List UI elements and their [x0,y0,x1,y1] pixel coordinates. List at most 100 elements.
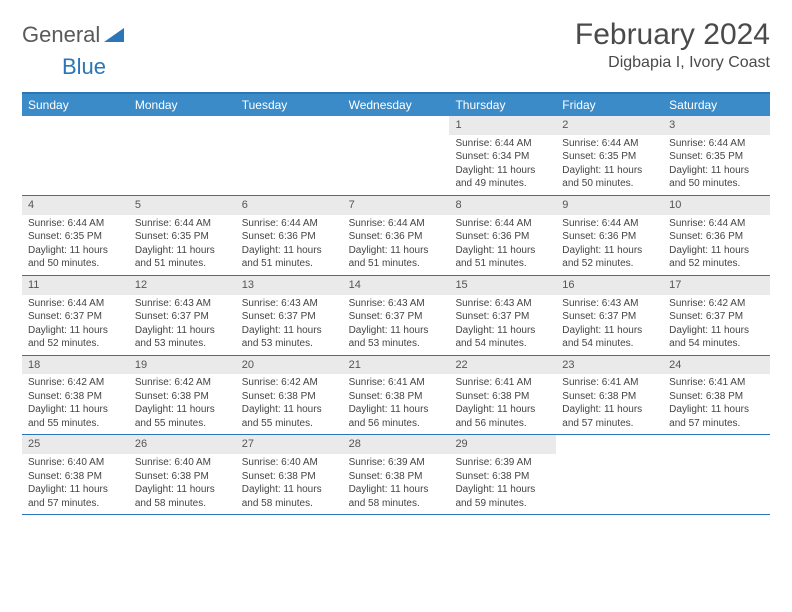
sunset-text: Sunset: 6:36 PM [669,230,764,244]
sunrise-text: Sunrise: 6:44 AM [669,217,764,231]
day-number: 15 [449,276,556,295]
sunset-text: Sunset: 6:37 PM [349,310,444,324]
daylight-text: Daylight: 11 hours and 50 minutes. [28,244,123,271]
daylight-text: Daylight: 11 hours and 49 minutes. [455,164,550,191]
day-cell [663,435,770,514]
daylight-text: Daylight: 11 hours and 55 minutes. [242,403,337,430]
daylight-text: Daylight: 11 hours and 57 minutes. [562,403,657,430]
sunrise-text: Sunrise: 6:41 AM [669,376,764,390]
day-body: Sunrise: 6:44 AMSunset: 6:36 PMDaylight:… [236,215,343,275]
daylight-text: Daylight: 11 hours and 55 minutes. [28,403,123,430]
weeks-container: 1Sunrise: 6:44 AMSunset: 6:34 PMDaylight… [22,116,770,515]
day-number: 16 [556,276,663,295]
day-cell: 22Sunrise: 6:41 AMSunset: 6:38 PMDayligh… [449,356,556,435]
day-header-sat: Saturday [663,94,770,116]
day-body: Sunrise: 6:40 AMSunset: 6:38 PMDaylight:… [236,454,343,514]
day-number: 6 [236,196,343,215]
day-number: 20 [236,356,343,375]
sunset-text: Sunset: 6:35 PM [669,150,764,164]
day-body: Sunrise: 6:41 AMSunset: 6:38 PMDaylight:… [449,374,556,434]
day-body: Sunrise: 6:41 AMSunset: 6:38 PMDaylight:… [556,374,663,434]
daylight-text: Daylight: 11 hours and 57 minutes. [28,483,123,510]
daylight-text: Daylight: 11 hours and 54 minutes. [669,324,764,351]
daylight-text: Daylight: 11 hours and 53 minutes. [242,324,337,351]
logo: General [22,22,128,48]
sunset-text: Sunset: 6:36 PM [349,230,444,244]
day-body: Sunrise: 6:43 AMSunset: 6:37 PMDaylight:… [236,295,343,355]
sunrise-text: Sunrise: 6:39 AM [349,456,444,470]
day-cell: 16Sunrise: 6:43 AMSunset: 6:37 PMDayligh… [556,276,663,355]
sunrise-text: Sunrise: 6:44 AM [562,217,657,231]
day-body: Sunrise: 6:44 AMSunset: 6:35 PMDaylight:… [663,135,770,195]
day-body: Sunrise: 6:40 AMSunset: 6:38 PMDaylight:… [129,454,236,514]
sunrise-text: Sunrise: 6:44 AM [455,137,550,151]
sunset-text: Sunset: 6:38 PM [455,390,550,404]
day-number: 26 [129,435,236,454]
day-header-sun: Sunday [22,94,129,116]
daylight-text: Daylight: 11 hours and 54 minutes. [455,324,550,351]
day-number: 28 [343,435,450,454]
daylight-text: Daylight: 11 hours and 51 minutes. [455,244,550,271]
day-number: 21 [343,356,450,375]
sunrise-text: Sunrise: 6:44 AM [135,217,230,231]
day-body: Sunrise: 6:43 AMSunset: 6:37 PMDaylight:… [129,295,236,355]
sunset-text: Sunset: 6:37 PM [669,310,764,324]
sunrise-text: Sunrise: 6:43 AM [455,297,550,311]
daylight-text: Daylight: 11 hours and 52 minutes. [28,324,123,351]
day-cell: 11Sunrise: 6:44 AMSunset: 6:37 PMDayligh… [22,276,129,355]
sunrise-text: Sunrise: 6:42 AM [135,376,230,390]
day-cell [556,435,663,514]
day-number: 18 [22,356,129,375]
calendar: Sunday Monday Tuesday Wednesday Thursday… [22,92,770,515]
sunset-text: Sunset: 6:34 PM [455,150,550,164]
sunrise-text: Sunrise: 6:43 AM [349,297,444,311]
week-row: 25Sunrise: 6:40 AMSunset: 6:38 PMDayligh… [22,435,770,515]
daylight-text: Daylight: 11 hours and 53 minutes. [349,324,444,351]
sunset-text: Sunset: 6:37 PM [135,310,230,324]
day-number: 25 [22,435,129,454]
sunrise-text: Sunrise: 6:40 AM [28,456,123,470]
day-cell: 9Sunrise: 6:44 AMSunset: 6:36 PMDaylight… [556,196,663,275]
day-cell: 4Sunrise: 6:44 AMSunset: 6:35 PMDaylight… [22,196,129,275]
daylight-text: Daylight: 11 hours and 54 minutes. [562,324,657,351]
sunrise-text: Sunrise: 6:44 AM [562,137,657,151]
day-cell: 1Sunrise: 6:44 AMSunset: 6:34 PMDaylight… [449,116,556,195]
sunset-text: Sunset: 6:37 PM [562,310,657,324]
day-cell: 17Sunrise: 6:42 AMSunset: 6:37 PMDayligh… [663,276,770,355]
day-number: 9 [556,196,663,215]
day-header-fri: Friday [556,94,663,116]
day-body: Sunrise: 6:44 AMSunset: 6:37 PMDaylight:… [22,295,129,355]
day-body: Sunrise: 6:44 AMSunset: 6:35 PMDaylight:… [129,215,236,275]
sunrise-text: Sunrise: 6:44 AM [242,217,337,231]
day-cell: 2Sunrise: 6:44 AMSunset: 6:35 PMDaylight… [556,116,663,195]
day-body: Sunrise: 6:41 AMSunset: 6:38 PMDaylight:… [663,374,770,434]
week-row: 11Sunrise: 6:44 AMSunset: 6:37 PMDayligh… [22,276,770,356]
day-cell: 19Sunrise: 6:42 AMSunset: 6:38 PMDayligh… [129,356,236,435]
daylight-text: Daylight: 11 hours and 50 minutes. [669,164,764,191]
day-cell: 29Sunrise: 6:39 AMSunset: 6:38 PMDayligh… [449,435,556,514]
day-body: Sunrise: 6:40 AMSunset: 6:38 PMDaylight:… [22,454,129,514]
week-row: 4Sunrise: 6:44 AMSunset: 6:35 PMDaylight… [22,196,770,276]
day-cell [22,116,129,195]
daylight-text: Daylight: 11 hours and 51 minutes. [242,244,337,271]
daylight-text: Daylight: 11 hours and 50 minutes. [562,164,657,191]
day-body: Sunrise: 6:42 AMSunset: 6:37 PMDaylight:… [663,295,770,355]
day-cell: 27Sunrise: 6:40 AMSunset: 6:38 PMDayligh… [236,435,343,514]
day-number: 8 [449,196,556,215]
sunrise-text: Sunrise: 6:44 AM [669,137,764,151]
day-body: Sunrise: 6:43 AMSunset: 6:37 PMDaylight:… [556,295,663,355]
day-number: 5 [129,196,236,215]
sunrise-text: Sunrise: 6:41 AM [562,376,657,390]
day-cell: 26Sunrise: 6:40 AMSunset: 6:38 PMDayligh… [129,435,236,514]
day-number: 3 [663,116,770,135]
sunset-text: Sunset: 6:37 PM [455,310,550,324]
daylight-text: Daylight: 11 hours and 58 minutes. [135,483,230,510]
logo-text-general: General [22,22,100,48]
sunset-text: Sunset: 6:35 PM [135,230,230,244]
day-body: Sunrise: 6:41 AMSunset: 6:38 PMDaylight:… [343,374,450,434]
daylight-text: Daylight: 11 hours and 51 minutes. [135,244,230,271]
sunset-text: Sunset: 6:38 PM [455,470,550,484]
day-number: 11 [22,276,129,295]
sunrise-text: Sunrise: 6:44 AM [28,297,123,311]
sunrise-text: Sunrise: 6:41 AM [349,376,444,390]
